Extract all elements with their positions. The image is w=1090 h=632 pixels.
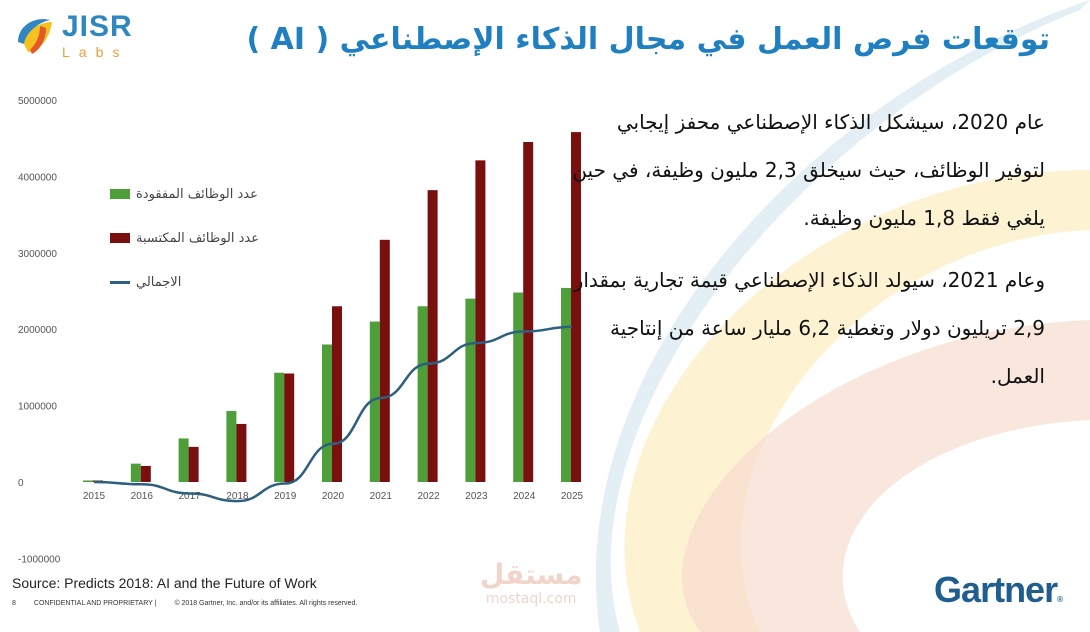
x-tick-label: 2023 bbox=[465, 491, 488, 502]
paragraph-2021: وعام 2021، سيولد الذكاء الإصطناعي قيمة ت… bbox=[573, 268, 1045, 388]
x-tick-label: 2024 bbox=[513, 491, 536, 502]
legend-label: عدد الوظائف المفقودة bbox=[136, 186, 258, 202]
y-tick-label: 3000000 bbox=[18, 249, 57, 260]
brand-mark: ® bbox=[1057, 595, 1063, 604]
bar-lost bbox=[274, 372, 285, 482]
jisr-labs-logo: JISR Labs bbox=[14, 10, 133, 60]
source-note: Source: Predicts 2018: AI and the Future… bbox=[12, 575, 317, 591]
legend-item-net: الاجمالي bbox=[110, 260, 259, 304]
bar-lost bbox=[561, 287, 571, 482]
bar-gained bbox=[284, 373, 295, 482]
bar-lost bbox=[417, 306, 428, 482]
x-tick-label: 2019 bbox=[274, 491, 297, 502]
jisr-logo-icon bbox=[18, 19, 52, 54]
bar-lost bbox=[322, 344, 332, 482]
bar-gained bbox=[571, 132, 581, 482]
bar-lost bbox=[465, 298, 476, 482]
page-number: 8 bbox=[12, 600, 16, 607]
legend-label: الاجمالي bbox=[136, 274, 182, 290]
gartner-logo: Gartner® bbox=[934, 569, 1063, 620]
y-tick-label: 5000000 bbox=[18, 96, 57, 107]
x-tick-label: 2018 bbox=[226, 491, 249, 502]
x-tick-label: 2015 bbox=[83, 491, 106, 502]
bar-gained bbox=[236, 423, 247, 482]
bar-lost bbox=[369, 321, 380, 482]
bar-lost bbox=[130, 463, 141, 482]
x-tick-label: 2025 bbox=[561, 491, 584, 502]
y-tick-label: -1000000 bbox=[18, 554, 61, 565]
bar-gained bbox=[332, 306, 342, 482]
bar-gained bbox=[427, 190, 438, 483]
chart-legend: عدد الوظائف المفقودة عدد الوظائف المكتسب… bbox=[110, 172, 259, 304]
confidential-note: CONFIDENTIAL AND PROPRIETARY | bbox=[33, 600, 157, 607]
bar-gained bbox=[379, 239, 390, 482]
brand-name: Gartner bbox=[934, 569, 1058, 610]
x-tick-label: 2020 bbox=[322, 491, 345, 502]
logo-name: JISR bbox=[62, 10, 133, 43]
bar-lost bbox=[178, 438, 189, 482]
bar-lost bbox=[513, 292, 524, 482]
bar-gained bbox=[140, 465, 151, 482]
y-tick-label: 2000000 bbox=[18, 325, 57, 336]
page-title: توقعات فرص العمل في مجال الذكاء الإصطناع… bbox=[246, 22, 1050, 57]
y-tick-label: 4000000 bbox=[18, 172, 57, 183]
text-column: عام 2020، سيشكل الذكاء الإصطناعي محفز إي… bbox=[565, 98, 1045, 400]
y-tick-label: 1000000 bbox=[18, 402, 57, 413]
watermark-en: mostaql.com bbox=[485, 591, 577, 607]
bar-gained bbox=[523, 142, 534, 482]
bar-lost bbox=[226, 410, 237, 482]
copyright: © 2018 Gartner, Inc. and/or its affiliat… bbox=[174, 600, 358, 607]
paragraph-2020: عام 2020، سيشكل الذكاء الإصطناعي محفز إي… bbox=[572, 110, 1045, 230]
x-tick-label: 2021 bbox=[370, 491, 393, 502]
x-tick-label: 2022 bbox=[417, 491, 440, 502]
legend-item-lost: عدد الوظائف المفقودة bbox=[110, 172, 259, 216]
bar-gained bbox=[475, 160, 486, 482]
mostaql-watermark: مستقل mostaql.com bbox=[480, 560, 582, 608]
legend-item-gained: عدد الوظائف المكتسبة bbox=[110, 216, 259, 260]
x-tick-label: 2016 bbox=[131, 491, 154, 502]
bar-lost bbox=[83, 480, 93, 482]
legend-label: عدد الوظائف المكتسبة bbox=[136, 230, 259, 246]
footer: 8 CONFIDENTIAL AND PROPRIETARY | © 2018 Ga… bbox=[12, 600, 375, 607]
watermark-ar: مستقل bbox=[480, 558, 583, 591]
logo-sub: Labs bbox=[62, 44, 129, 60]
bar-gained bbox=[188, 446, 199, 482]
y-tick-label: 0 bbox=[18, 478, 24, 489]
x-tick-label: 2017 bbox=[178, 491, 201, 502]
